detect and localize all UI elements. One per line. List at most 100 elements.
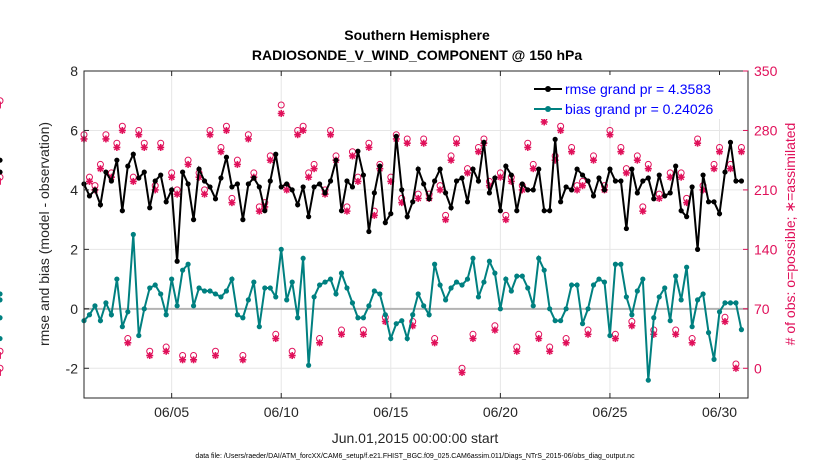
rmse-point xyxy=(278,184,284,190)
rmse-point xyxy=(662,193,668,199)
legend: rmse grand pr = 4.3583 bias grand pr = 0.… xyxy=(529,75,745,119)
bias-point xyxy=(196,285,202,291)
rmse-point xyxy=(141,169,147,175)
rmse-point xyxy=(333,157,339,163)
rmse-point xyxy=(103,169,109,175)
rmse-point xyxy=(530,187,536,193)
obs-assimilated-marker xyxy=(474,148,482,156)
rmse-point xyxy=(733,178,739,184)
y-right-axis-label: # of obs: o=possible; ∗=assimilated xyxy=(782,123,798,346)
y-tick-label: -2 xyxy=(66,360,79,376)
bias-point xyxy=(147,285,153,291)
rmse-point xyxy=(448,205,454,211)
bias-point xyxy=(404,335,410,342)
obs-assimilated-marker xyxy=(579,182,587,190)
obs-assimilated-marker xyxy=(168,173,176,181)
obs-assimilated-marker xyxy=(337,330,345,338)
bias-point xyxy=(475,294,482,300)
bias-point xyxy=(525,285,531,291)
rmse-point xyxy=(486,190,493,196)
rmse-point xyxy=(722,169,728,175)
bias-point xyxy=(711,356,717,362)
legend-marker xyxy=(545,86,551,92)
obs-assimilated-marker xyxy=(113,143,121,151)
obs-assimilated-marker xyxy=(239,356,247,364)
x-tick-label: 06/20 xyxy=(483,404,518,420)
bias-point xyxy=(470,255,476,261)
bias-point xyxy=(278,246,284,252)
obs-assimilated-marker xyxy=(124,339,132,347)
rmse-point xyxy=(92,187,98,193)
bias-point xyxy=(645,377,651,383)
rmse-point xyxy=(152,178,158,184)
series-lines xyxy=(0,133,745,383)
bias-point xyxy=(333,291,339,297)
rmse-point xyxy=(470,166,476,172)
bias-point xyxy=(201,288,208,294)
rmse-point xyxy=(377,163,383,169)
rmse-point xyxy=(316,181,323,187)
rmse-point xyxy=(645,175,651,181)
rmse-point xyxy=(442,190,449,196)
bias-point xyxy=(623,294,629,300)
bias-point xyxy=(267,285,273,291)
bias-point xyxy=(322,279,328,285)
bias-point xyxy=(590,282,597,288)
bias-point xyxy=(338,270,345,276)
obs-possible-marker xyxy=(0,173,4,181)
bias-point xyxy=(251,279,257,285)
obs-assimilated-marker xyxy=(463,169,471,177)
bias-point xyxy=(442,297,449,303)
obs-possible-marker xyxy=(277,101,285,109)
rmse-point xyxy=(207,184,213,190)
rmse-point xyxy=(185,181,191,187)
obs-assimilated-marker xyxy=(157,143,165,151)
obs-assimilated-marker xyxy=(677,173,685,181)
obs-assimilated-marker xyxy=(343,207,351,215)
bias-point xyxy=(552,318,558,324)
obs-count-markers xyxy=(0,97,745,377)
obs-assimilated-marker xyxy=(316,339,324,347)
obs-assimilated-marker xyxy=(628,322,636,330)
rmse-point xyxy=(623,225,629,232)
bias-point xyxy=(673,273,679,279)
rmse-point xyxy=(689,184,695,190)
rmse-point xyxy=(344,178,350,184)
obs-assimilated-marker xyxy=(288,352,296,360)
rmse-point xyxy=(355,148,361,154)
obs-assimilated-marker xyxy=(118,126,126,134)
rmse-point xyxy=(262,208,268,214)
x-tick-label: 06/15 xyxy=(373,404,408,420)
bias-point xyxy=(223,288,230,294)
rmse-point xyxy=(125,163,131,169)
obs-assimilated-marker xyxy=(655,194,663,202)
bias-point xyxy=(558,318,564,324)
legend-rmse-label: rmse grand pr = 4.3583 xyxy=(565,81,711,97)
y-tick-label: 6 xyxy=(70,122,78,138)
obs-assimilated-marker xyxy=(606,131,614,139)
rmse-point xyxy=(174,258,180,264)
rmse-point xyxy=(514,208,520,214)
obs-assimilated-marker xyxy=(590,156,598,164)
obs-assimilated-marker xyxy=(617,148,625,156)
y-right-tick-label: 350 xyxy=(754,63,778,79)
obs-assimilated-marker xyxy=(447,156,455,164)
obs-assimilated-marker xyxy=(688,339,696,347)
rmse-point xyxy=(453,178,460,184)
obs-assimilated-marker xyxy=(453,139,461,147)
obs-assimilated-marker xyxy=(672,330,680,338)
rmse-point xyxy=(130,151,136,157)
obs-assimilated-marker xyxy=(310,165,318,173)
rmse-point xyxy=(508,172,514,178)
obs-assimilated-marker xyxy=(146,352,154,360)
bias-point xyxy=(662,285,668,291)
bias-point xyxy=(410,312,416,318)
bias-point xyxy=(629,312,635,318)
obs-assimilated-marker xyxy=(737,148,745,156)
rmse-point xyxy=(404,214,410,220)
bias-point xyxy=(486,258,493,264)
bias-point xyxy=(141,306,147,312)
bias-point xyxy=(163,312,169,318)
bias-point xyxy=(640,276,646,282)
